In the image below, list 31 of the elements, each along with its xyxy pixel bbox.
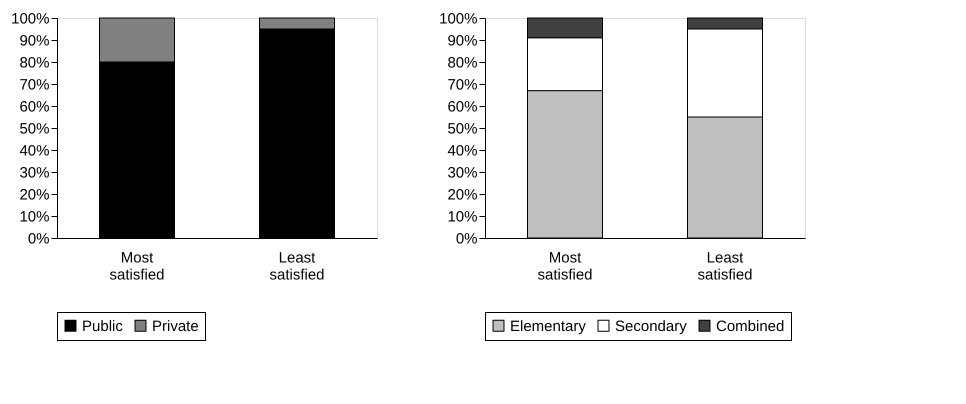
legend-label: Public	[82, 318, 124, 335]
y-tick-label: 90%	[19, 32, 50, 50]
y-tick-label: 80%	[19, 54, 50, 72]
legend-label: Combined	[716, 318, 784, 335]
x-tick-label: Most satisfied	[537, 250, 593, 284]
y-tick-label: 0%	[28, 230, 50, 248]
y-tick-label: 30%	[447, 164, 478, 182]
y-tick-label: 70%	[19, 76, 50, 94]
y-tick-label: 70%	[447, 76, 478, 94]
y-tick-label: 60%	[447, 98, 478, 116]
y-tick-label: 100%	[439, 10, 478, 28]
x-tick-label: Least satisfied	[697, 250, 753, 284]
y-tick-label: 90%	[447, 32, 478, 50]
x-tick-label: Least satisfied	[269, 250, 325, 284]
y-tick-label: 40%	[19, 142, 50, 160]
legend-label: Secondary	[615, 318, 688, 335]
y-tick-label: 100%	[11, 10, 50, 28]
y-tick-label: 50%	[19, 120, 50, 138]
legend-label: Elementary	[510, 318, 586, 335]
y-tick-label: 40%	[447, 142, 478, 160]
legend-label: Private	[152, 318, 199, 335]
y-tick-label: 50%	[447, 120, 478, 138]
y-tick-label: 20%	[19, 186, 50, 204]
y-tick-label: 20%	[447, 186, 478, 204]
x-tick-label: Most satisfied	[109, 250, 165, 284]
y-tick-label: 10%	[447, 208, 478, 226]
y-tick-label: 80%	[447, 54, 478, 72]
y-tick-label: 10%	[19, 208, 50, 226]
y-tick-label: 30%	[19, 164, 50, 182]
y-tick-label: 0%	[456, 230, 478, 248]
y-tick-label: 60%	[19, 98, 50, 116]
